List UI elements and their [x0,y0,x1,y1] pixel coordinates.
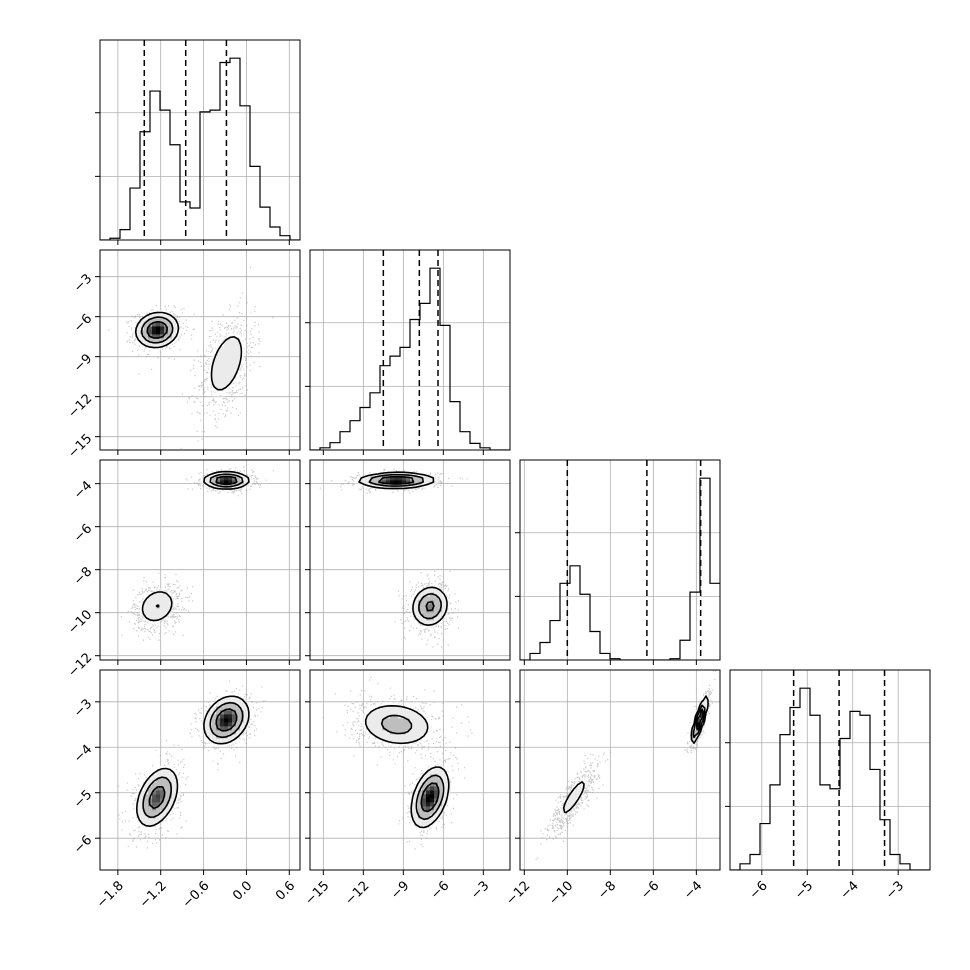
joint-panel-2-3 [515,669,721,875]
panel-frame [99,39,301,241]
density-contours [134,311,243,391]
density-fill [132,310,249,399]
panel-frame [99,249,301,451]
contour-line [148,708,238,810]
density-contours [364,705,450,829]
contour-line [155,473,244,608]
histogram-step [310,267,510,450]
density-contours [136,695,250,827]
contour-line [380,714,445,821]
density-contours [562,695,709,814]
contour-line [368,473,442,620]
sample-scatter [108,266,274,449]
panel-frame [309,249,511,451]
contour-line [136,695,250,827]
contour-line [378,475,435,612]
contour-line [134,311,243,391]
panel-frame [99,669,301,871]
density-contours [141,470,250,622]
contour-line [358,471,448,626]
panel-frame [729,669,931,871]
contour-line [692,704,706,739]
hist-panel-3 [725,669,931,875]
joint-panel-1-3 [305,669,511,875]
histogram-step [730,687,930,870]
panel-frame [519,459,721,661]
hist-panel-2 [515,459,721,665]
panels [95,39,931,875]
contour-line [146,320,168,339]
contour-line [215,475,238,486]
joint-panel-1-2 [305,459,511,665]
scatter-points [108,266,274,449]
hist-panel-0 [95,39,301,245]
panel-frame [309,669,511,871]
density-contours [358,471,448,626]
contour-line [364,705,450,829]
panel-frame [309,459,511,661]
contour-line [562,695,709,814]
contour-line [140,316,174,344]
histogram-step [520,477,720,660]
joint-panel-0-2 [95,459,301,665]
contour-line [695,708,704,731]
hist-panel-1 [305,249,511,455]
joint-panel-0-1 [95,249,301,455]
contour-line [141,470,250,622]
panel-frame [99,459,301,661]
contour-line [420,782,440,813]
panel-frame [519,669,721,871]
histogram-step [100,57,300,240]
joint-panel-0-3 [95,669,301,875]
contour-line [142,701,244,818]
